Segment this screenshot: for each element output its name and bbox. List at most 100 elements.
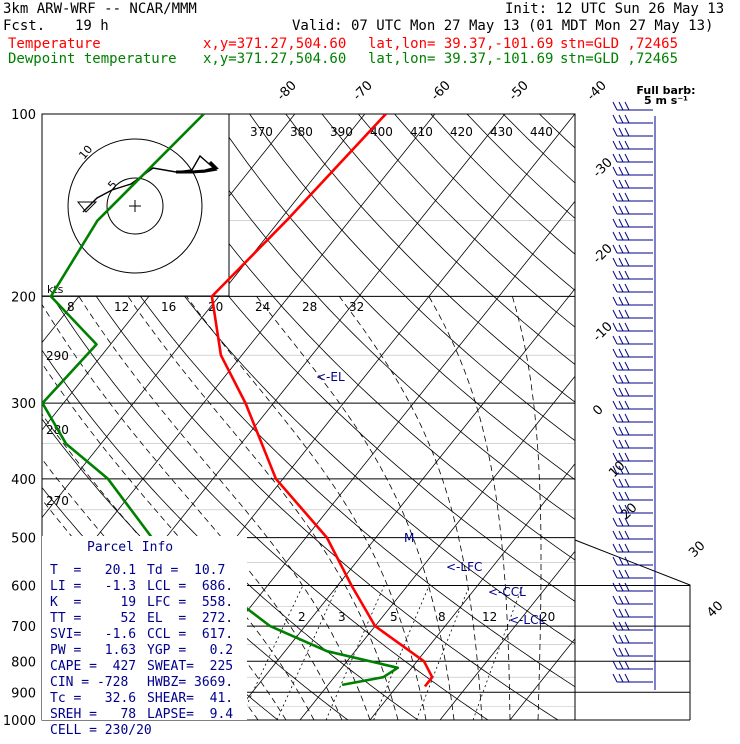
wind-barb bbox=[613, 310, 653, 318]
wind-barb bbox=[613, 115, 653, 123]
wind-barb bbox=[613, 232, 653, 240]
wind-barb bbox=[613, 583, 653, 591]
parcel-cell: Tc = 32.6 bbox=[50, 691, 147, 707]
wind-barb bbox=[613, 388, 653, 396]
mixing-ratio-label: 5 bbox=[390, 610, 398, 624]
wind-barb bbox=[613, 414, 653, 422]
model-title: 3km ARW-WRF -- NCAR/MMM bbox=[3, 1, 197, 17]
parcel-row: CELL = 230/20 bbox=[50, 723, 250, 739]
wind-barb bbox=[613, 323, 653, 331]
wind-barb bbox=[613, 141, 653, 149]
isotherm-label: 30 bbox=[686, 539, 708, 561]
wind-barb bbox=[613, 258, 653, 266]
isotherm-line bbox=[220, 86, 737, 733]
isotherm-label: 40 bbox=[704, 599, 726, 621]
wind-barb bbox=[613, 245, 653, 253]
parcel-cell: SHEAR= 41. bbox=[147, 691, 250, 707]
parcel-cell: Td = 10.7 bbox=[147, 563, 250, 579]
isotherm-label: -40 bbox=[584, 78, 610, 104]
pressure-label-600: 600 bbox=[11, 580, 36, 595]
mixing-ratio-label: 2 bbox=[298, 610, 306, 624]
temperature-legend: Temperature bbox=[8, 36, 101, 52]
wind-barb bbox=[613, 609, 653, 617]
parcel-cell: SVI= -1.6 bbox=[50, 627, 147, 643]
isotherm-label: -20 bbox=[590, 241, 616, 267]
wind-barb bbox=[613, 401, 653, 409]
theta-e-tick: 410 bbox=[410, 125, 433, 139]
parcel-cell: T = 20.1 bbox=[50, 563, 147, 579]
pressure-label-900: 900 bbox=[11, 686, 36, 701]
wind-barb bbox=[613, 336, 653, 344]
wind-barb bbox=[613, 557, 653, 565]
isotherm-label: -80 bbox=[274, 78, 300, 104]
pressure-label-300: 300 bbox=[11, 397, 36, 412]
wind-barb bbox=[613, 544, 653, 552]
temperature-xy: x,y=371.27,504.60 bbox=[203, 36, 346, 52]
forecast-hour: 19 h bbox=[75, 18, 109, 34]
theta-e-tick: 390 bbox=[330, 125, 353, 139]
wind-barb bbox=[613, 531, 653, 539]
wind-barb bbox=[613, 180, 653, 188]
speed-tick: 24 bbox=[255, 300, 270, 314]
wind-barb bbox=[613, 492, 653, 500]
theta-tick: 290 bbox=[46, 349, 69, 363]
isotherm-label: 20 bbox=[618, 501, 640, 523]
el-label: <-EL bbox=[316, 370, 345, 384]
parcel-cell: LAPSE= 9.4 bbox=[147, 707, 250, 723]
speed-tick: 12 bbox=[114, 300, 129, 314]
theta-e-tick: 430 bbox=[490, 125, 513, 139]
parcel-cell: PW = 1.63 bbox=[50, 643, 147, 659]
wind-barbs bbox=[613, 102, 655, 690]
wind-barb bbox=[613, 635, 653, 643]
wind-barb bbox=[613, 271, 653, 279]
dewpoint-latlon: lat,lon= 39.37,-101.69 bbox=[368, 51, 553, 67]
wind-barb bbox=[613, 518, 653, 526]
barb-legend: Full barb: 5 m s⁻¹ bbox=[632, 86, 700, 106]
lfc-label: <-LFC bbox=[446, 560, 482, 574]
mixing-ratio-label: 8 bbox=[438, 610, 446, 624]
dry-adiabat bbox=[477, 86, 740, 733]
pressure-label-100: 100 bbox=[11, 108, 36, 123]
parcel-info-title: Parcel Info bbox=[87, 540, 173, 556]
dry-adiabat bbox=[196, 86, 740, 733]
init-time: Init: 12 UTC Sun 26 May 13 bbox=[505, 1, 724, 17]
isotherm-line bbox=[360, 86, 740, 733]
theta-e-tick: 380 bbox=[290, 125, 313, 139]
temperature-station: stn=GLD ,72465 bbox=[560, 36, 678, 52]
wind-barb bbox=[613, 661, 653, 669]
mixing-ratio-line bbox=[374, 586, 430, 720]
isotherm-line bbox=[710, 86, 740, 733]
ccl-label: <-CCL bbox=[488, 585, 526, 599]
moist-adiabat bbox=[512, 296, 541, 720]
dewpoint-legend: Dewpoint temperature bbox=[8, 51, 177, 67]
speed-tick: 16 bbox=[161, 300, 176, 314]
parcel-cell: LI = -1.3 bbox=[50, 579, 147, 595]
isotherm-label: -70 bbox=[350, 78, 376, 104]
parcel-cell: HWBZ= 3669. bbox=[147, 675, 250, 691]
pressure-label-400: 400 bbox=[11, 473, 36, 488]
hodograph-inset: 10 5 bbox=[42, 114, 229, 296]
parcel-cell: CCL = 617. bbox=[147, 627, 250, 643]
mixing-ratio-label: 12 bbox=[482, 610, 497, 624]
wind-barb bbox=[613, 193, 653, 201]
dry-adiabat bbox=[372, 86, 740, 733]
isotherm-line bbox=[290, 86, 740, 733]
wind-barb bbox=[613, 154, 653, 162]
theta-e-tick: 440 bbox=[530, 125, 553, 139]
parcel-cell: CIN = -728 bbox=[50, 675, 147, 691]
theta-e-tick: 370 bbox=[250, 125, 273, 139]
parcel-cell: LCL = 686. bbox=[147, 579, 250, 595]
wind-barb bbox=[613, 648, 653, 656]
wind-barb bbox=[613, 570, 653, 578]
parcel-cell: CAPE = 427 bbox=[50, 659, 147, 675]
wind-barb bbox=[613, 128, 653, 136]
level-annotations: <-EL <-LFC <-CCL <-LCL M bbox=[316, 370, 545, 627]
dry-adiabat bbox=[547, 86, 740, 733]
